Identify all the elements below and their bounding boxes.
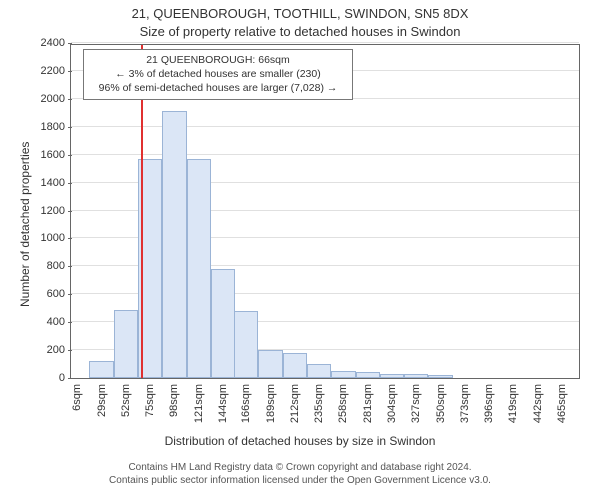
x-tick-label: 75sqm: [144, 384, 156, 417]
histogram-bar: [234, 311, 258, 378]
x-tick-label: 465sqm: [556, 384, 568, 423]
footer-line: Contains public sector information licen…: [0, 475, 600, 488]
y-tick-label: 1600: [41, 149, 71, 161]
x-tick-label: 212sqm: [289, 384, 301, 423]
y-tick-label: 1000: [41, 232, 71, 244]
x-tick-label: 166sqm: [240, 384, 252, 423]
x-axis-label: Distribution of detached houses by size …: [0, 434, 600, 448]
x-tick-label: 121sqm: [193, 384, 205, 423]
y-tick-label: 2200: [41, 65, 71, 77]
x-tick-label: 235sqm: [313, 384, 325, 423]
y-axis-label: Number of detached properties: [18, 141, 32, 306]
annotation-line: ← 3% of detached houses are smaller (230…: [90, 67, 346, 81]
footer-line: Contains HM Land Registry data © Crown c…: [0, 462, 600, 475]
x-tick-label: 29sqm: [96, 384, 108, 417]
histogram-bar: [404, 374, 428, 378]
x-tick-label: 419sqm: [507, 384, 519, 423]
x-tick-label: 373sqm: [459, 384, 471, 423]
x-tick-label: 98sqm: [168, 384, 180, 417]
y-tick-label: 600: [47, 288, 71, 300]
y-tick-label: 1400: [41, 177, 71, 189]
x-tick-label: 396sqm: [483, 384, 495, 423]
chart-title-sub: Size of property relative to detached ho…: [0, 24, 600, 39]
histogram-bar: [187, 159, 211, 378]
annotation-box: 21 QUEENBOROUGH: 66sqm ← 3% of detached …: [83, 49, 353, 100]
histogram-bar: [380, 374, 404, 378]
x-tick-label: 327sqm: [410, 384, 422, 423]
y-tick-label: 0: [59, 372, 71, 384]
x-tick-label: 350sqm: [435, 384, 447, 423]
x-tick-label: 281sqm: [362, 384, 374, 423]
histogram-bar: [356, 372, 380, 378]
gridline: [71, 154, 579, 155]
x-tick-label: 442sqm: [532, 384, 544, 423]
histogram-bar: [331, 371, 355, 378]
chart-title-main: 21, QUEENBOROUGH, TOOTHILL, SWINDON, SN5…: [0, 6, 600, 21]
gridline: [71, 126, 579, 127]
y-tick-label: 2000: [41, 93, 71, 105]
gridline: [71, 42, 579, 43]
y-tick-label: 800: [47, 260, 71, 272]
x-tick-label: 52sqm: [120, 384, 132, 417]
chart-container: 21, QUEENBOROUGH, TOOTHILL, SWINDON, SN5…: [0, 0, 600, 500]
histogram-bar: [114, 310, 138, 378]
chart-footer: Contains HM Land Registry data © Crown c…: [0, 462, 600, 487]
histogram-bar: [428, 375, 452, 378]
y-tick-label: 2400: [41, 37, 71, 49]
x-tick-label: 6sqm: [71, 384, 83, 411]
histogram-bar: [258, 350, 282, 378]
histogram-bar: [211, 269, 235, 378]
histogram-bar: [89, 361, 113, 378]
y-tick-label: 200: [47, 344, 71, 356]
x-tick-label: 144sqm: [217, 384, 229, 423]
annotation-line: 96% of semi-detached houses are larger (…: [90, 81, 346, 95]
x-tick-label: 258sqm: [337, 384, 349, 423]
histogram-bar: [162, 111, 186, 378]
y-tick-label: 1800: [41, 121, 71, 133]
histogram-bar: [307, 364, 331, 378]
histogram-bar: [283, 353, 307, 378]
x-tick-label: 304sqm: [386, 384, 398, 423]
annotation-line: 21 QUEENBOROUGH: 66sqm: [90, 53, 346, 67]
y-tick-label: 400: [47, 316, 71, 328]
y-tick-label: 1200: [41, 205, 71, 217]
x-tick-label: 189sqm: [265, 384, 277, 423]
plot-area: 0200400600800100012001400160018002000220…: [70, 44, 580, 379]
